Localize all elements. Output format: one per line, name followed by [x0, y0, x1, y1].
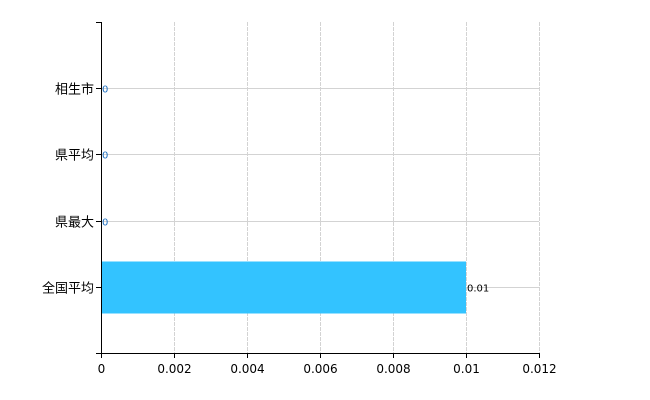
y-tick-label: 県平均 [55, 149, 94, 164]
x-tick-label: 0.01 [453, 362, 480, 376]
data-label: 0 [102, 218, 108, 229]
x-tick-label: 0.012 [522, 362, 556, 376]
y-tick-label: 相生市 [55, 82, 94, 98]
x-tick-label: 0.008 [376, 362, 410, 376]
data-label: 0.01 [467, 284, 489, 295]
x-tick-label: 0 [98, 362, 106, 376]
data-label: 0 [102, 151, 108, 162]
bar [101, 261, 466, 314]
x-tick-label: 0.004 [230, 362, 264, 376]
x-tick-label: 0.002 [157, 362, 191, 376]
y-tick-label: 県最大 [55, 216, 94, 231]
data-label: 0 [102, 85, 108, 96]
x-tick-label: 0.006 [303, 362, 337, 376]
y-tick-label: 全国平均 [42, 281, 94, 297]
